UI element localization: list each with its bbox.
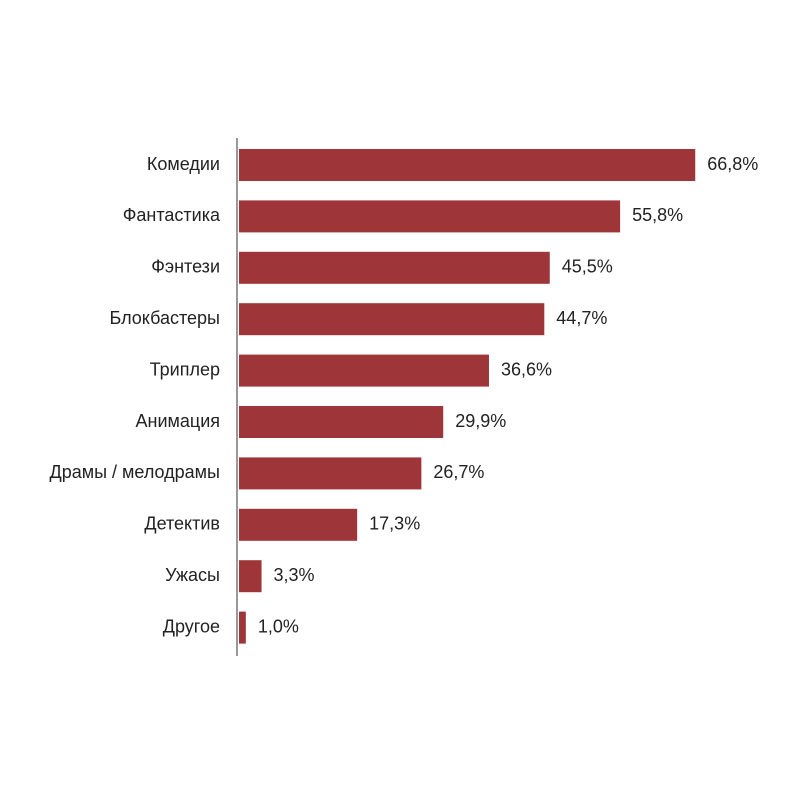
value-label: 44,7% — [556, 308, 607, 328]
bar — [239, 354, 489, 387]
category-label: Фантастика — [123, 205, 221, 225]
value-label: 17,3% — [369, 514, 420, 534]
category-label: Драмы / мелодрамы — [50, 462, 220, 482]
bar — [239, 149, 696, 181]
bar — [239, 406, 444, 438]
bar — [239, 611, 246, 644]
category-label: Ужасы — [165, 565, 220, 585]
value-label: 29,9% — [455, 411, 506, 431]
bar — [239, 251, 550, 284]
category-label: Другое — [163, 616, 220, 636]
category-label: Детектив — [144, 514, 220, 534]
category-label: Блокбастеры — [109, 308, 220, 328]
value-label: 45,5% — [562, 257, 613, 277]
category-label: Фэнтези — [151, 257, 220, 277]
value-label: 66,8% — [707, 154, 758, 174]
bar — [239, 560, 262, 593]
category-label: Триплер — [150, 359, 220, 379]
bar — [239, 200, 621, 233]
bar — [239, 508, 358, 541]
bar — [239, 303, 545, 336]
value-label: 1,0% — [258, 616, 299, 636]
value-label: 26,7% — [433, 462, 484, 482]
value-label: 36,6% — [501, 359, 552, 379]
bar — [239, 457, 422, 490]
category-label: Анимация — [136, 411, 221, 431]
category-label: Комедии — [147, 154, 220, 174]
value-label: 3,3% — [274, 565, 315, 585]
value-label: 55,8% — [632, 205, 683, 225]
